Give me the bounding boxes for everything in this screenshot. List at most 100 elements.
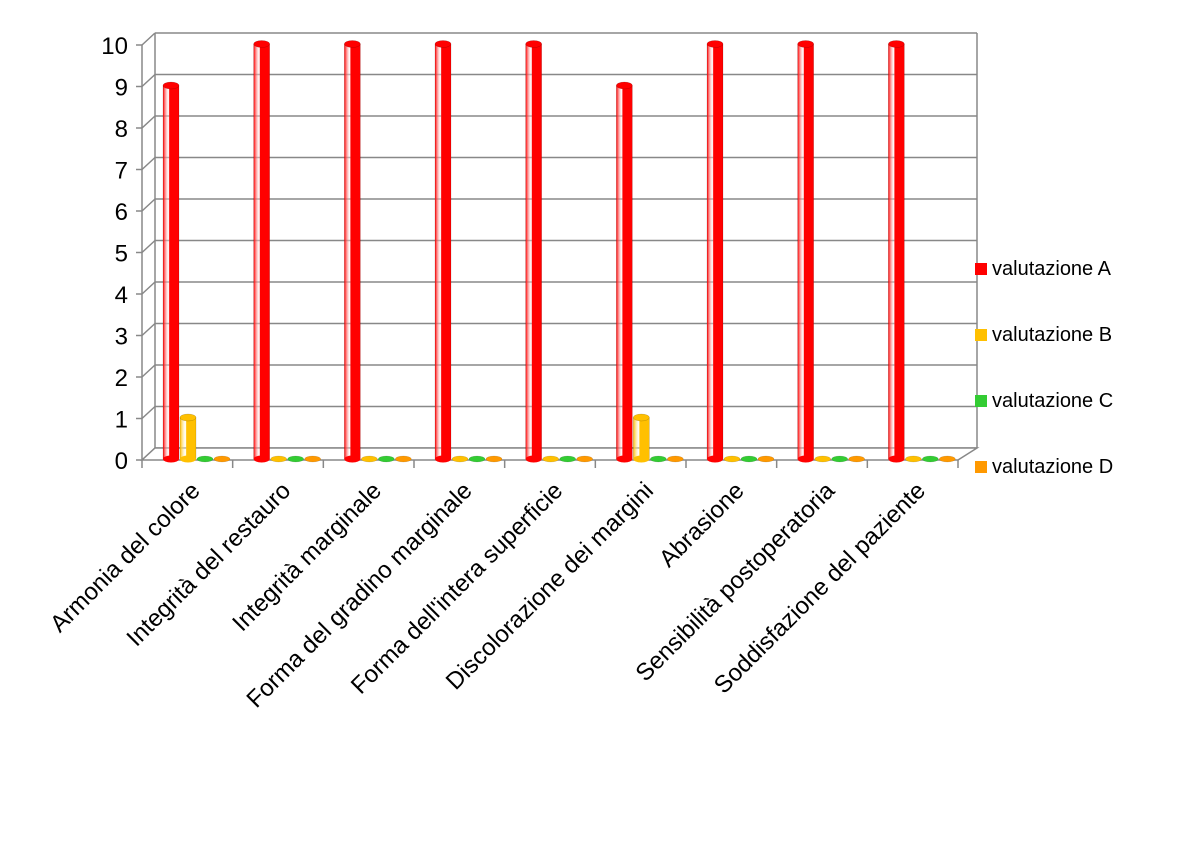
bar-top xyxy=(395,455,412,463)
y-tick-label: 7 xyxy=(115,158,128,185)
bar xyxy=(922,455,939,463)
bar xyxy=(542,455,559,463)
bar-body xyxy=(616,85,633,460)
bar-base xyxy=(633,455,650,463)
bar-top xyxy=(616,81,633,90)
bar-top xyxy=(378,455,395,463)
bar-top xyxy=(559,455,576,463)
y-tick-label: 1 xyxy=(115,407,128,434)
bar xyxy=(434,40,452,463)
bar xyxy=(633,413,650,463)
bar-body xyxy=(344,43,361,460)
bar-base xyxy=(525,455,542,463)
y-tick-label: 8 xyxy=(115,116,128,143)
bar xyxy=(378,455,395,463)
bar-top xyxy=(162,81,180,90)
bar-top xyxy=(939,455,956,463)
x-tick-label: Armonia del colore xyxy=(45,477,206,638)
legend-swatch xyxy=(975,461,987,473)
bar-top xyxy=(706,40,724,48)
bar-base xyxy=(180,455,196,463)
bar-body xyxy=(162,85,180,460)
bar xyxy=(179,413,197,463)
bar xyxy=(361,455,378,463)
bar-top xyxy=(361,455,378,463)
bar xyxy=(888,40,905,463)
legend-item: valutazione A xyxy=(975,258,1112,280)
bar xyxy=(253,40,270,463)
legend-label: valutazione C xyxy=(992,390,1113,412)
bar-top xyxy=(253,40,270,48)
gridline-side xyxy=(141,322,156,337)
legend-swatch xyxy=(975,263,987,275)
bar-base xyxy=(344,455,361,463)
bar xyxy=(559,455,576,463)
y-tick-label: 9 xyxy=(115,75,128,102)
bars xyxy=(162,40,956,463)
bar xyxy=(939,455,956,463)
y-tick-label: 0 xyxy=(115,448,128,475)
bar-body xyxy=(888,43,905,460)
gridline-side xyxy=(141,32,156,46)
bar-body xyxy=(434,43,452,460)
legend-label: valutazione A xyxy=(992,258,1112,280)
bar-base xyxy=(435,455,451,463)
bar xyxy=(667,455,684,463)
bar xyxy=(451,455,469,463)
bar-top xyxy=(213,455,231,463)
bar xyxy=(831,455,848,463)
bar-top xyxy=(667,455,684,463)
bar-top xyxy=(905,455,922,463)
bar-top xyxy=(542,455,559,463)
legend-item: valutazione D xyxy=(975,456,1113,478)
bar xyxy=(723,455,741,463)
bar-top xyxy=(287,455,304,463)
bar-top xyxy=(831,455,848,463)
y-tick-label: 2 xyxy=(115,365,128,392)
bar-body xyxy=(179,417,197,460)
bar-top xyxy=(633,413,650,422)
bar-top xyxy=(344,40,361,48)
bar-body xyxy=(797,43,814,460)
bar-top xyxy=(525,40,542,48)
bar-body xyxy=(633,417,650,460)
bar xyxy=(344,40,361,463)
bar-top xyxy=(922,455,939,463)
bar-top xyxy=(740,455,758,463)
bar-base xyxy=(163,455,179,463)
bar xyxy=(270,455,287,463)
bar-top xyxy=(723,455,741,463)
bar-top xyxy=(485,455,503,463)
bar xyxy=(304,455,321,463)
bar xyxy=(616,81,633,463)
gridline-side xyxy=(141,364,156,378)
bar xyxy=(814,455,831,463)
bar xyxy=(757,455,775,463)
y-tick-label: 3 xyxy=(115,324,128,351)
legend: valutazione A valutazione B valutazione C v… xyxy=(975,258,1113,478)
bar xyxy=(848,455,865,463)
bar xyxy=(196,455,214,463)
bar xyxy=(485,455,503,463)
gridline-side xyxy=(141,198,156,212)
bar-base xyxy=(707,455,723,463)
x-tick-label: Integrità marginale xyxy=(227,477,387,637)
legend-item: valutazione B xyxy=(975,324,1112,346)
bar-top xyxy=(196,455,214,463)
legend-label: valutazione B xyxy=(992,324,1112,346)
legend-swatch xyxy=(975,395,987,407)
bar-body xyxy=(253,43,270,460)
legend-label: valutazione D xyxy=(992,456,1113,478)
bar-body xyxy=(525,43,542,460)
bar-top xyxy=(576,455,593,463)
y-tick-label: 6 xyxy=(115,199,128,226)
gridline-side xyxy=(141,281,156,295)
y-tick-label: 4 xyxy=(115,282,128,309)
bar-top xyxy=(757,455,775,463)
bar xyxy=(706,40,724,463)
bar xyxy=(162,81,180,463)
bar-top xyxy=(650,455,667,463)
